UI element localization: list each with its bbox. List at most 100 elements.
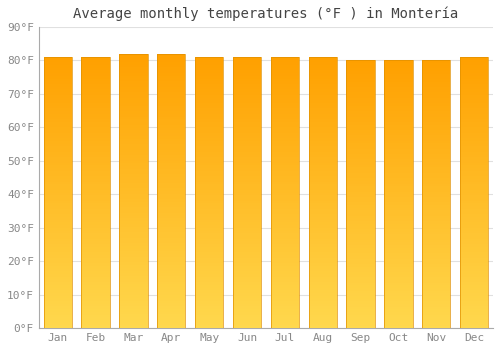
Bar (384, 326, 412, 328)
Bar (44, 279, 72, 282)
Bar (308, 241, 337, 244)
Bar (422, 267, 450, 269)
Bar (308, 152, 337, 155)
Bar (233, 57, 261, 60)
Bar (270, 57, 299, 328)
Bar (44, 250, 72, 252)
Bar (157, 295, 186, 298)
Bar (384, 245, 412, 248)
Bar (233, 282, 261, 285)
Bar (44, 125, 72, 127)
Bar (195, 117, 224, 119)
Bar (157, 84, 186, 86)
Bar (346, 229, 375, 232)
Bar (270, 87, 299, 90)
Bar (346, 264, 375, 267)
Bar (308, 231, 337, 233)
Bar (308, 127, 337, 130)
Bar (44, 103, 72, 106)
Bar (346, 326, 375, 328)
Bar (460, 65, 488, 68)
Bar (346, 71, 375, 74)
Bar (119, 273, 148, 276)
Bar (308, 255, 337, 258)
Bar (82, 141, 110, 144)
Bar (270, 198, 299, 201)
Bar (460, 171, 488, 174)
Bar (308, 307, 337, 309)
Bar (157, 314, 186, 317)
Bar (422, 199, 450, 202)
Bar (157, 70, 186, 73)
Bar (308, 106, 337, 108)
Bar (308, 315, 337, 317)
Bar (270, 135, 299, 138)
Bar (346, 296, 375, 299)
Bar (422, 165, 450, 167)
Bar (82, 81, 110, 84)
Bar (44, 98, 72, 100)
Bar (44, 304, 72, 307)
Bar (44, 166, 72, 168)
Bar (384, 210, 412, 213)
Bar (195, 138, 224, 141)
Bar (346, 202, 375, 205)
Bar (308, 114, 337, 117)
Bar (422, 87, 450, 90)
Bar (270, 127, 299, 130)
Bar (119, 86, 148, 89)
Bar (346, 245, 375, 248)
Bar (308, 98, 337, 100)
Bar (233, 176, 261, 179)
Bar (233, 125, 261, 127)
Bar (460, 198, 488, 201)
Bar (270, 211, 299, 214)
Bar (44, 182, 72, 184)
Bar (422, 296, 450, 299)
Bar (384, 202, 412, 205)
Bar (233, 146, 261, 149)
Bar (422, 100, 450, 103)
Bar (270, 263, 299, 266)
Bar (270, 184, 299, 187)
Bar (422, 312, 450, 315)
Bar (270, 290, 299, 293)
Bar (422, 183, 450, 186)
Bar (44, 138, 72, 141)
Bar (119, 180, 148, 183)
Bar (44, 119, 72, 122)
Bar (422, 90, 450, 92)
Bar (422, 256, 450, 259)
Bar (308, 287, 337, 290)
Bar (44, 241, 72, 244)
Bar (233, 62, 261, 65)
Bar (195, 152, 224, 155)
Bar (44, 255, 72, 258)
Bar (233, 279, 261, 282)
Bar (119, 169, 148, 171)
Bar (195, 106, 224, 108)
Bar (82, 168, 110, 171)
Bar (157, 133, 186, 136)
Bar (233, 198, 261, 201)
Bar (346, 133, 375, 135)
Bar (460, 279, 488, 282)
Bar (157, 152, 186, 155)
Bar (346, 248, 375, 251)
Bar (119, 199, 148, 202)
Bar (82, 111, 110, 114)
Bar (119, 213, 148, 216)
Bar (346, 243, 375, 245)
Bar (157, 186, 186, 188)
Bar (308, 193, 337, 195)
Bar (270, 252, 299, 255)
Bar (346, 119, 375, 122)
Bar (44, 301, 72, 304)
Bar (233, 266, 261, 268)
Bar (119, 257, 148, 260)
Bar (384, 251, 412, 253)
Bar (346, 307, 375, 309)
Bar (422, 259, 450, 261)
Bar (157, 111, 186, 114)
Bar (233, 171, 261, 174)
